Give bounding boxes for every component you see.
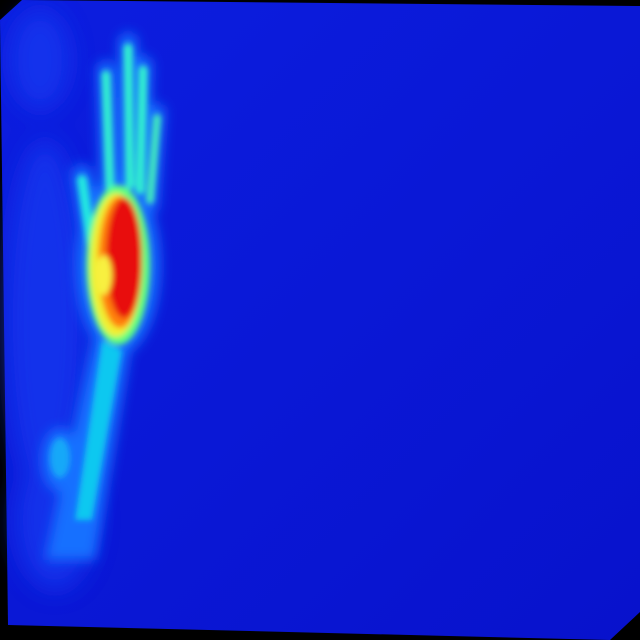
hand-warm [50,43,161,520]
